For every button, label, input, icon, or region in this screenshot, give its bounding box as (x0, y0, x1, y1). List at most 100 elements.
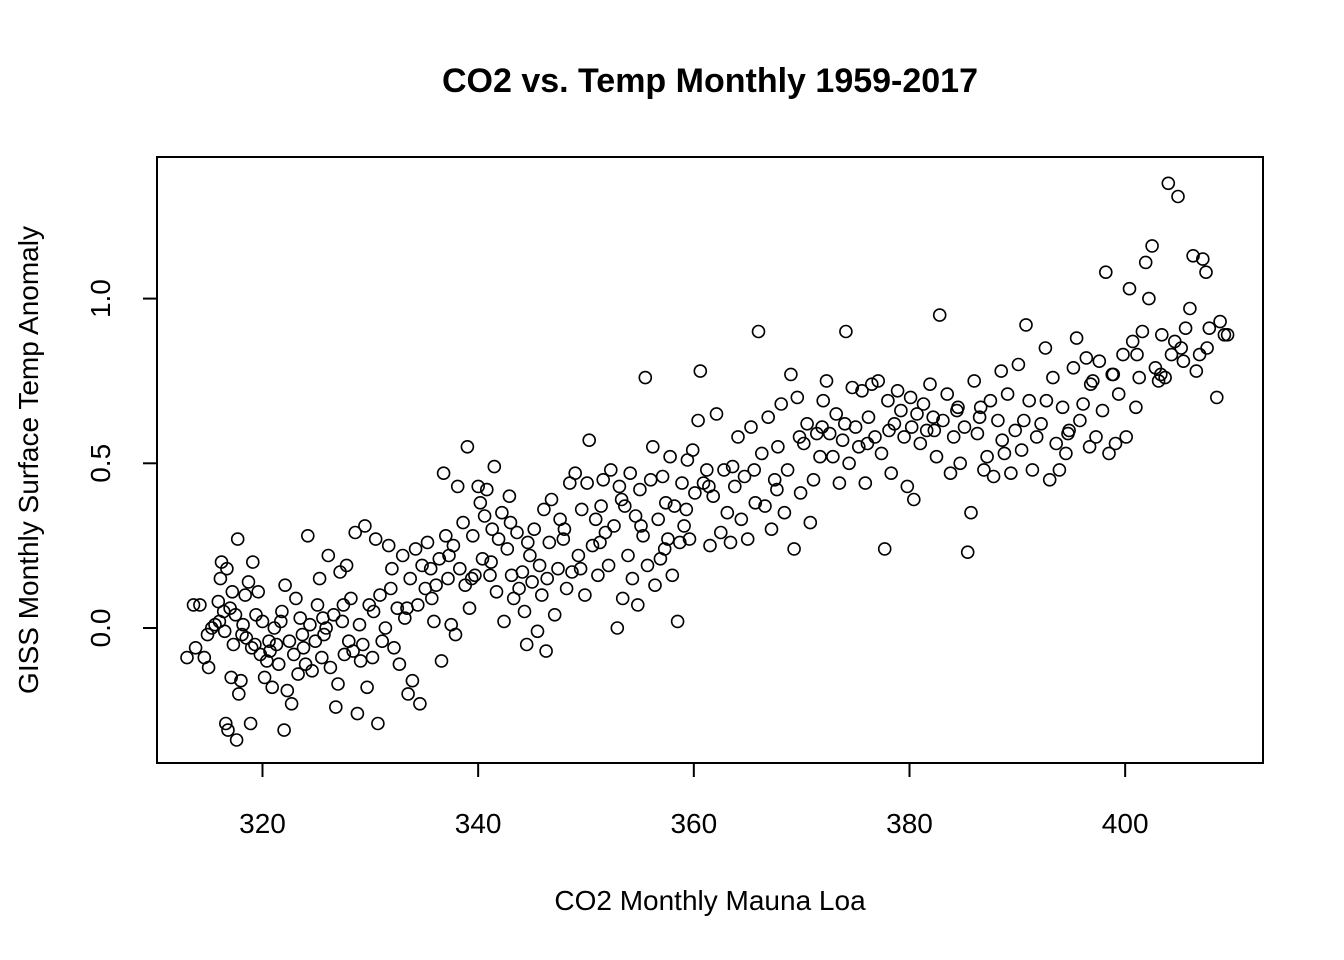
data-point (651, 512, 666, 527)
data-point (483, 568, 497, 583)
y-tick-label: 0.0 (85, 609, 116, 648)
data-point (271, 657, 286, 672)
data-point (479, 482, 494, 497)
data-point (1155, 327, 1169, 342)
data-point (1164, 347, 1179, 362)
data-point (967, 374, 982, 388)
data-point (368, 532, 383, 546)
data-point (734, 512, 749, 527)
data-point (1019, 318, 1033, 332)
data-point (1158, 370, 1172, 385)
data-point (1046, 370, 1060, 385)
data-point (858, 476, 873, 490)
data-point (458, 578, 473, 593)
data-point (544, 492, 559, 507)
y-tick-label: 1.0 (85, 279, 116, 318)
y-axis: 0.0 0.5 1.0 (85, 279, 158, 648)
data-point (441, 571, 455, 586)
data-point (346, 644, 360, 658)
data-point (255, 614, 270, 629)
data-point (438, 528, 453, 543)
data-point (573, 561, 588, 576)
data-point (520, 535, 535, 550)
data-point (434, 654, 449, 668)
data-point (265, 680, 280, 695)
data-point (725, 459, 740, 474)
data-point (280, 683, 295, 698)
data-point (663, 449, 677, 464)
data-point (542, 535, 557, 550)
data-point (837, 416, 852, 431)
data-point (319, 621, 333, 635)
data-point (882, 423, 896, 438)
data-point (610, 621, 625, 635)
data-point (551, 561, 565, 576)
x-tick-label: 380 (886, 808, 933, 839)
data-point (243, 716, 258, 731)
data-point (1108, 436, 1123, 451)
data-point (295, 627, 310, 642)
data-point (1213, 314, 1227, 329)
data-point (670, 614, 685, 629)
data-point (298, 657, 313, 672)
data-point (702, 479, 716, 494)
data-point (1059, 446, 1073, 461)
data-point (427, 614, 441, 629)
data-point (717, 463, 731, 477)
data-point (460, 439, 475, 454)
data-point (360, 680, 374, 695)
data-point (991, 413, 1005, 428)
data-point (615, 591, 630, 606)
data-point (208, 617, 222, 632)
data-point (328, 700, 343, 714)
data-point (468, 568, 482, 583)
data-point (200, 627, 215, 642)
data-point (630, 598, 645, 612)
data-point (1086, 374, 1100, 388)
data-point (523, 548, 537, 563)
data-point (1178, 321, 1193, 336)
data-point (401, 687, 415, 701)
data-point (489, 584, 504, 599)
data-point (348, 525, 363, 540)
data-point (884, 466, 899, 481)
data-point (601, 558, 616, 573)
data-point (424, 591, 439, 606)
data-point (591, 568, 605, 583)
data-point (221, 723, 235, 737)
data-point (842, 456, 856, 471)
data-point (465, 528, 480, 543)
data-point (335, 614, 350, 629)
data-point (375, 634, 390, 649)
data-point (864, 377, 879, 392)
data-point (571, 548, 586, 563)
data-point (229, 733, 244, 747)
data-point (314, 650, 329, 665)
data-point (1069, 331, 1084, 345)
data-point (1132, 370, 1146, 385)
data-point (845, 380, 860, 395)
data-point (235, 627, 249, 642)
data-point (612, 479, 627, 494)
data-point (877, 542, 892, 556)
data-point (675, 476, 689, 490)
data-point (568, 466, 583, 481)
data-point (972, 410, 987, 425)
data-point (744, 420, 758, 434)
data-point (638, 370, 653, 385)
data-point (685, 443, 700, 457)
y-axis-label: GISS Monthly Surface Temp Anomaly (13, 226, 44, 694)
plot-frame (156, 156, 1264, 764)
data-point (188, 640, 203, 655)
data-point (262, 634, 276, 649)
data-point (305, 663, 319, 678)
data-point (308, 634, 323, 649)
data-point (1022, 393, 1036, 408)
chart-title: CO2 vs. Temp Monthly 1959-2017 (442, 62, 978, 100)
data-point (385, 561, 399, 576)
data-point (806, 472, 821, 487)
data-point (395, 548, 410, 563)
data-point (530, 624, 545, 639)
data-point (277, 723, 291, 737)
data-point (224, 670, 238, 685)
